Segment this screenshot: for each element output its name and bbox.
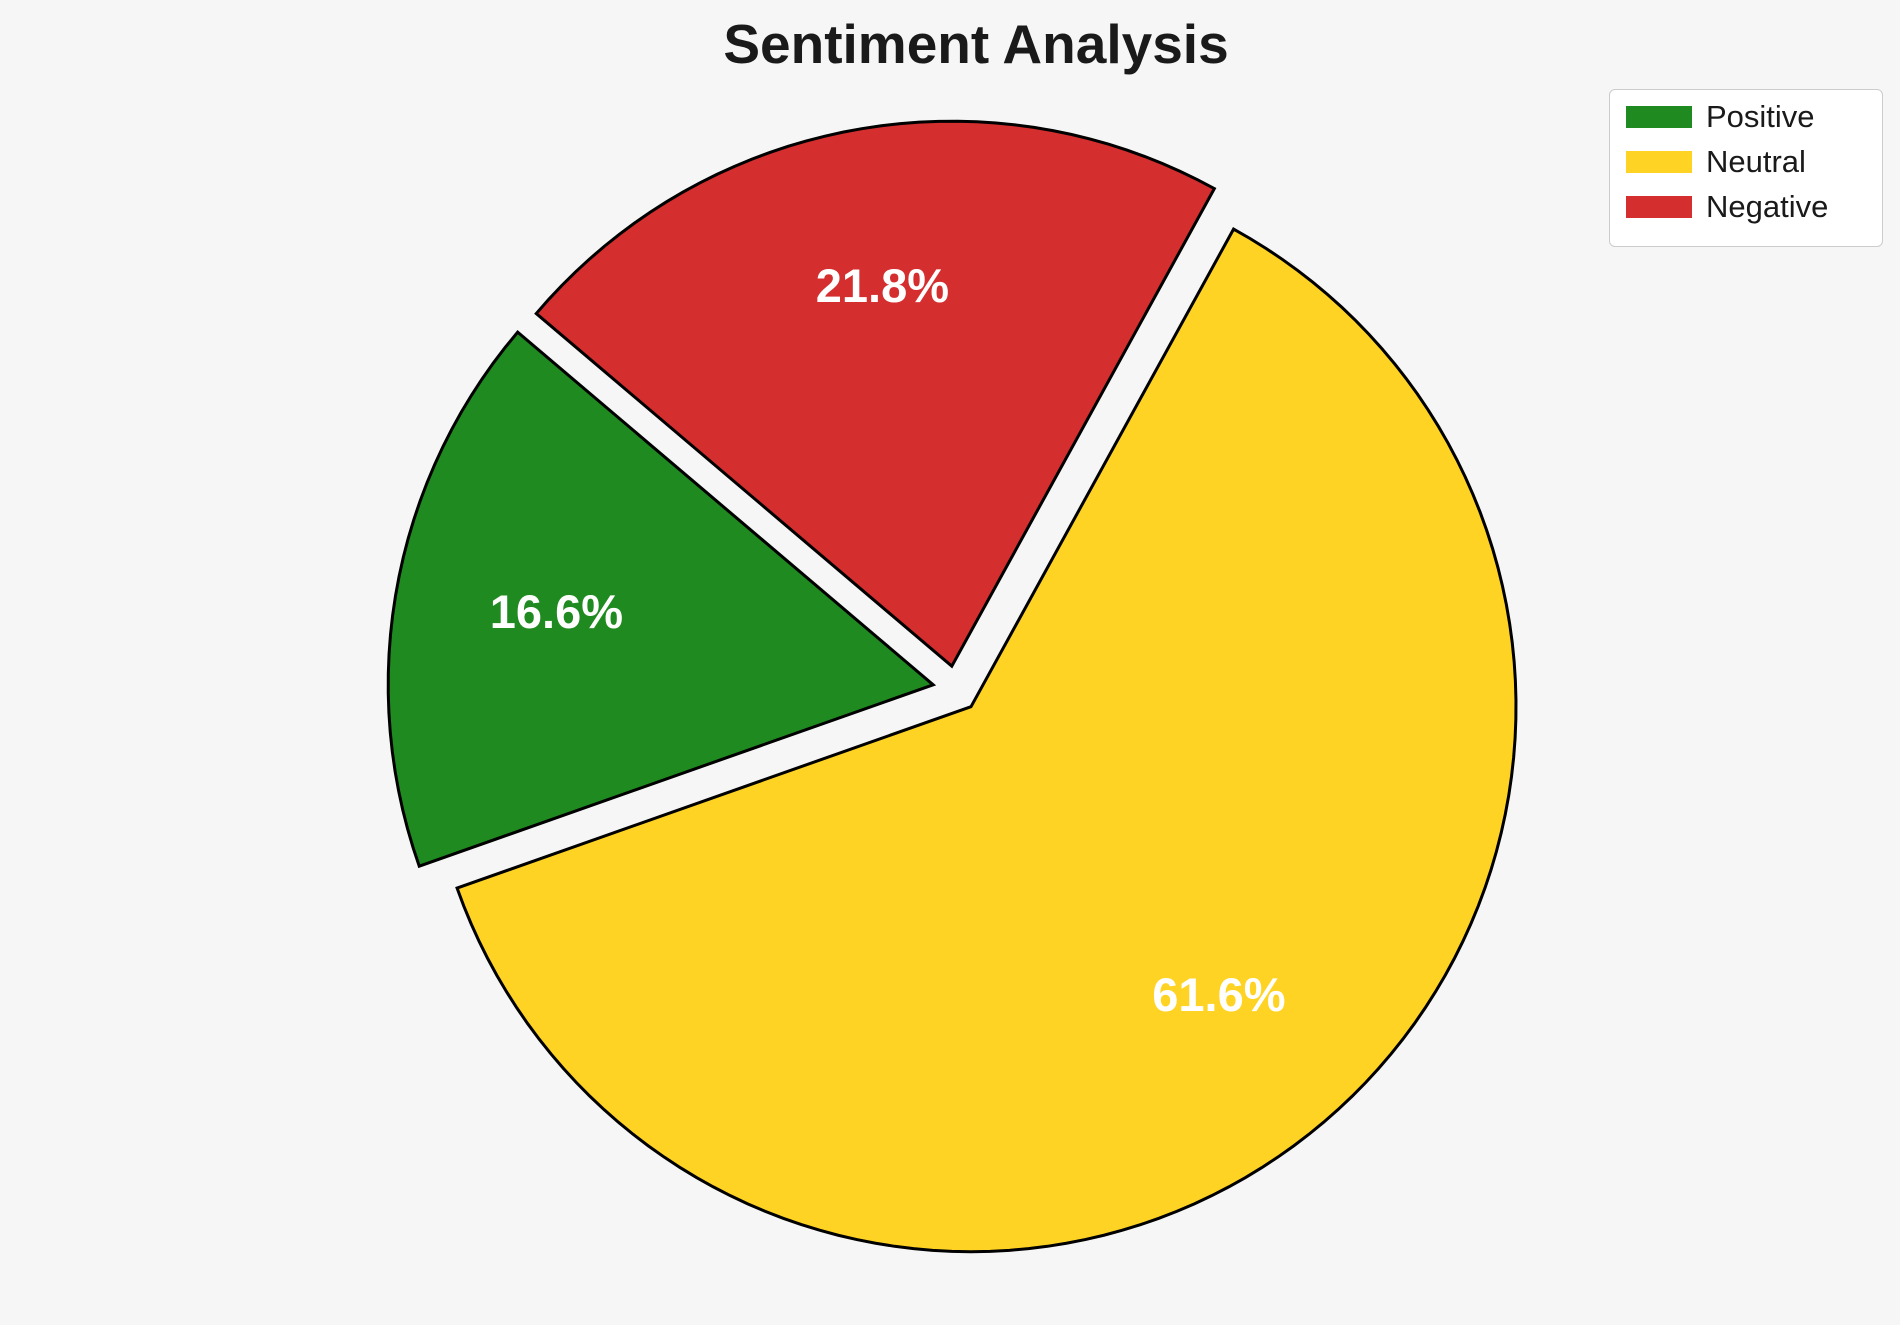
svg-text:21.8%: 21.8% <box>815 259 948 312</box>
svg-text:61.6%: 61.6% <box>1152 969 1285 1022</box>
svg-text:16.6%: 16.6% <box>489 585 622 638</box>
